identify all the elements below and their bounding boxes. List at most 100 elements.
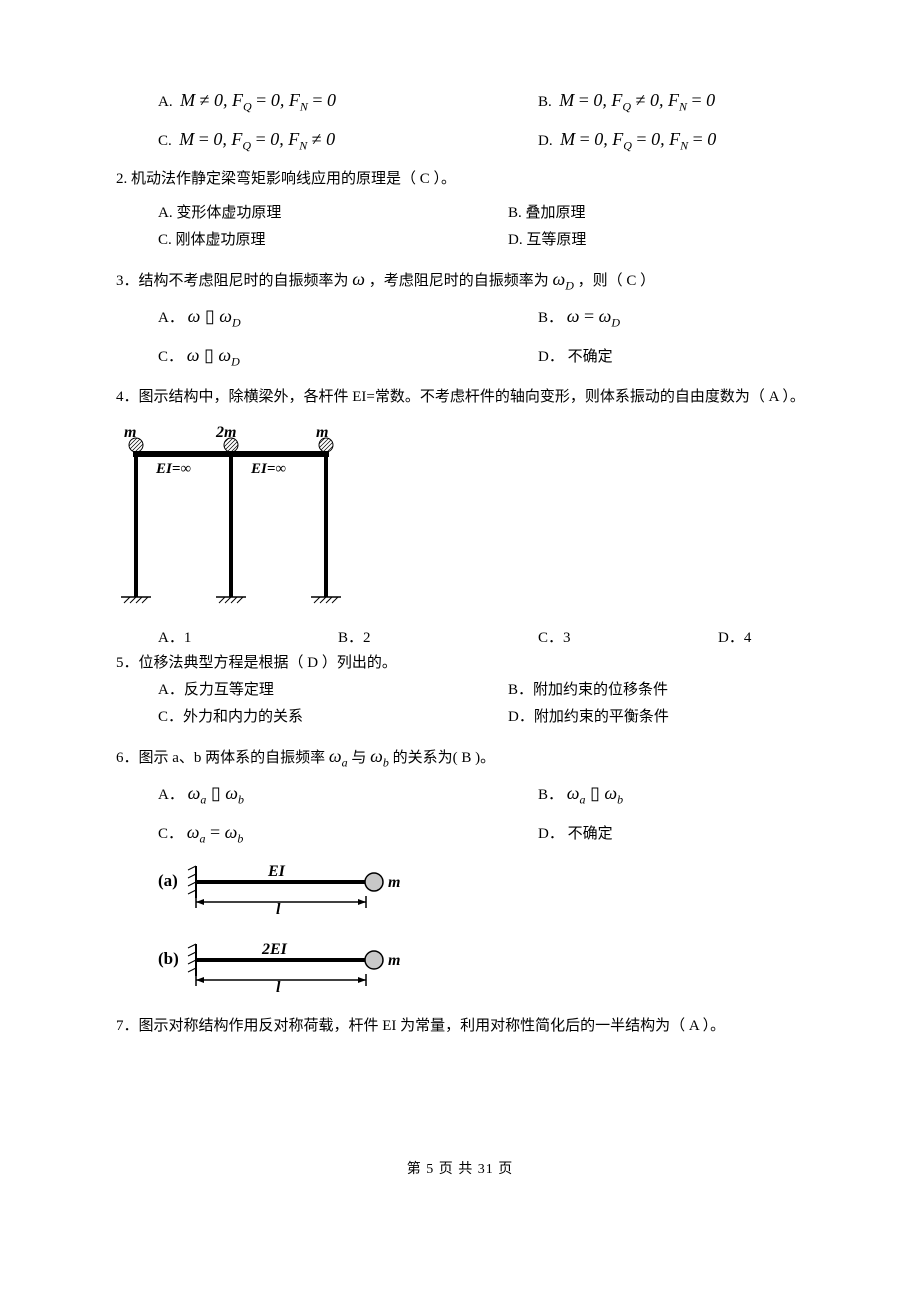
q6-wb: ωb — [370, 746, 389, 766]
q3-row-cd: C． ω ▯ ωD D． 不确定 — [80, 345, 918, 370]
q3-a-label: A． — [158, 310, 184, 326]
q3-stem-suffix: ，则（ C ） — [578, 273, 656, 289]
q3-c-label: C． — [158, 349, 183, 365]
q3-a-expr: ω ▯ ωD — [188, 306, 241, 326]
q4-stem-wrap: 4．图示结构中，除横梁外，各杆件 EI=常数。不考虑杆件的轴向变形，则体系振动的… — [116, 385, 840, 409]
q1-a-label: A. — [158, 94, 173, 110]
q6-stem: 6．图示 a、b 两体系的自振频率 ωa 与 ωb 的关系为( B )。 — [80, 742, 840, 773]
q6-c-expr: ωa = ωb — [187, 822, 244, 842]
svg-text:l: l — [276, 979, 281, 994]
footer-prefix: 第 — [407, 1162, 427, 1177]
frame-diagram-icon: m 2m m EI=∞ EI=∞ — [116, 423, 346, 618]
q5-d: D．附加约束的平衡条件 — [508, 705, 669, 726]
q2-row-cd: C. 刚体虚功原理 D. 互等原理 — [80, 228, 840, 249]
q5-c: C．外力和内力的关系 — [158, 705, 508, 726]
q1-row-ab: A. M ≠ 0, FQ = 0, FN = 0 B. M = 0, FQ ≠ … — [80, 90, 918, 115]
page-footer: 第 5 页 共 31 页 — [80, 1158, 840, 1178]
svg-text:EI: EI — [267, 863, 286, 880]
q6-stem-suffix: 的关系为( B )。 — [393, 750, 496, 766]
q5-stem: 5．位移法典型方程是根据（ D ）列出的。 — [80, 651, 840, 672]
page-body: A. M ≠ 0, FQ = 0, FN = 0 B. M = 0, FQ ≠ … — [0, 0, 920, 1218]
q2-row-ab: A. 变形体虚功原理 B. 叠加原理 — [80, 201, 840, 222]
cantilever-b-icon: (b) m 2EI l — [158, 938, 418, 994]
q1-row-cd: C. M = 0, FQ = 0, FN ≠ 0 D. M = 0, FQ = … — [80, 129, 918, 154]
q1-d-label: D. — [538, 133, 553, 149]
svg-text:m: m — [124, 424, 136, 441]
q1-opt-a: A. M ≠ 0, FQ = 0, FN = 0 — [158, 90, 538, 115]
q3-stem-mid: ，考虑阻尼时的自振频率为 — [369, 273, 549, 289]
q1-opt-d: D. M = 0, FQ = 0, FN = 0 — [538, 129, 918, 154]
svg-text:EI=∞: EI=∞ — [250, 461, 286, 477]
q1-c-expr: M = 0, FQ = 0, FN ≠ 0 — [179, 129, 335, 149]
q4-d: D．4 — [718, 626, 840, 647]
svg-text:m: m — [388, 952, 400, 969]
q6-row-cd: C． ωa = ωb D． 不确定 — [80, 822, 918, 847]
q6-a-label: A． — [158, 787, 184, 803]
q5-b: B．附加约束的位移条件 — [508, 678, 668, 699]
q4-options: A．1 B．2 C．3 D．4 — [80, 626, 840, 647]
cantilever-a-icon: (a) m EI l — [158, 860, 418, 916]
q5-a: A．反力互等定理 — [158, 678, 508, 699]
q2-d: D. 互等原理 — [508, 228, 586, 249]
svg-text:l: l — [276, 901, 281, 916]
q2-stem: 2. 机动法作静定梁弯矩影响线应用的原理是（ C ）。 — [80, 167, 840, 191]
q3-omegad: ωD — [553, 269, 574, 289]
q3-omega: ω — [352, 269, 365, 289]
q1-opt-c: C. M = 0, FQ = 0, FN ≠ 0 — [158, 129, 538, 154]
q1-b-label: B. — [538, 94, 552, 110]
q2-c: C. 刚体虚功原理 — [158, 228, 508, 249]
q7-stem: 7．图示对称结构作用反对称荷载，杆件 EI 为常量，利用对称性简化后的一半结构为… — [80, 1014, 840, 1038]
q6-row-ab: A． ωa ▯ ωb B． ωa ▯ ωb — [80, 783, 918, 808]
q4-figure: m 2m m EI=∞ EI=∞ — [116, 423, 840, 618]
q3-d-label: D． — [538, 349, 564, 365]
q1-opt-b: B. M = 0, FQ ≠ 0, FN = 0 — [538, 90, 918, 115]
q6-a-expr: ωa ▯ ωb — [188, 783, 244, 803]
q6-figure-a: (a) m EI l — [158, 860, 840, 916]
q6-opt-a: A． ωa ▯ ωb — [158, 783, 538, 808]
q6-d-text: 不确定 — [568, 826, 613, 842]
q1-a-expr: M ≠ 0, FQ = 0, FN = 0 — [180, 90, 336, 110]
q5-row-cd: C．外力和内力的关系 D．附加约束的平衡条件 — [80, 705, 840, 726]
q3-opt-a: A． ω ▯ ωD — [158, 306, 538, 331]
q2-a: A. 变形体虚功原理 — [158, 201, 508, 222]
q6-stem-mid: 与 — [351, 750, 366, 766]
q1-c-label: C. — [158, 133, 172, 149]
q3-b-expr: ω = ωD — [567, 306, 620, 326]
q6-b-label: B． — [538, 787, 563, 803]
footer-suffix: 页 — [494, 1162, 514, 1177]
q1-b-expr: M = 0, FQ ≠ 0, FN = 0 — [559, 90, 715, 110]
q6-opt-b: B． ωa ▯ ωb — [538, 783, 918, 808]
q3-opt-b: B． ω = ωD — [538, 306, 918, 331]
q6-opt-d: D． 不确定 — [538, 822, 918, 847]
svg-text:m: m — [388, 874, 400, 891]
svg-text:2m: 2m — [215, 424, 236, 441]
q4-b: B．2 — [338, 626, 538, 647]
q6-d-label: D． — [538, 826, 564, 842]
svg-text:m: m — [316, 424, 328, 441]
q2-b: B. 叠加原理 — [508, 201, 586, 222]
q3-stem-prefix: 3．结构不考虑阻尼时的自振频率为 — [116, 273, 349, 289]
q4-stem: 4．图示结构中，除横梁外，各杆件 EI=常数。不考虑杆件的轴向变形，则体系振动的… — [116, 389, 805, 405]
svg-text:2EI: 2EI — [261, 941, 288, 958]
q3-row-ab: A． ω ▯ ωD B． ω = ωD — [80, 306, 918, 331]
q3-stem: 3．结构不考虑阻尼时的自振频率为 ω ，考虑阻尼时的自振频率为 ωD ，则（ C… — [80, 265, 840, 296]
q3-opt-c: C． ω ▯ ωD — [158, 345, 538, 370]
q6-b-expr: ωa ▯ ωb — [567, 783, 623, 803]
q1-d-expr: M = 0, FQ = 0, FN = 0 — [560, 129, 716, 149]
footer-mid: 页 共 — [434, 1162, 478, 1177]
q6-stem-prefix: 6．图示 a、b 两体系的自振频率 — [116, 750, 325, 766]
q4-a: A．1 — [158, 626, 338, 647]
footer-total: 31 — [478, 1162, 494, 1177]
svg-text:EI=∞: EI=∞ — [155, 461, 191, 477]
q5-row-ab: A．反力互等定理 B．附加约束的位移条件 — [80, 678, 840, 699]
q3-opt-d: D． 不确定 — [538, 345, 918, 370]
q3-d-text: 不确定 — [568, 349, 613, 365]
q6-opt-c: C． ωa = ωb — [158, 822, 538, 847]
q6-c-label: C． — [158, 826, 183, 842]
svg-text:(a): (a) — [158, 871, 178, 890]
q3-c-expr: ω ▯ ωD — [187, 345, 240, 365]
q4-c: C．3 — [538, 626, 718, 647]
svg-text:(b): (b) — [158, 949, 179, 968]
q6-wa: ωa — [329, 746, 348, 766]
q6-figure-b: (b) m 2EI l — [158, 938, 840, 994]
